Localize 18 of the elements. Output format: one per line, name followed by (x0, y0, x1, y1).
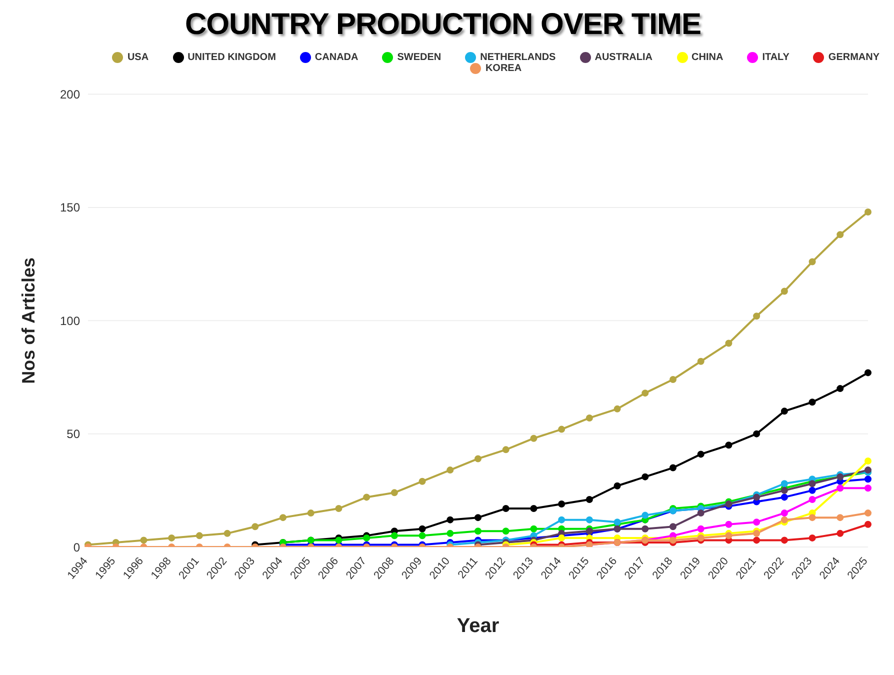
y-tick-label: 50 (66, 427, 80, 442)
x-axis-title: Year (456, 615, 500, 637)
legend-label: GERMANY (828, 52, 880, 64)
legend-label: SWEDEN (397, 52, 442, 64)
y-tick-label: 0 (73, 540, 80, 554)
legend-label: KOREA (485, 63, 522, 74)
y-axis-title: Nos of Articles (18, 257, 38, 384)
y-tick-label: 150 (60, 200, 80, 215)
legend-label: NETHERLANDS (480, 52, 556, 64)
legend-label: UNITED KINGDOM (188, 52, 276, 64)
chart-title: COUNTRY PRODUCTION OVER TIME (184, 8, 702, 42)
legend-label: CHINA (692, 52, 724, 64)
legend-label: ITALY (762, 52, 790, 64)
legend-label: USA (127, 52, 149, 64)
legend-label: CANADA (314, 52, 358, 64)
legend-label: AUSTRALIA (594, 52, 653, 64)
y-tick-label: 200 (60, 88, 80, 102)
y-tick-label: 100 (60, 314, 80, 328)
